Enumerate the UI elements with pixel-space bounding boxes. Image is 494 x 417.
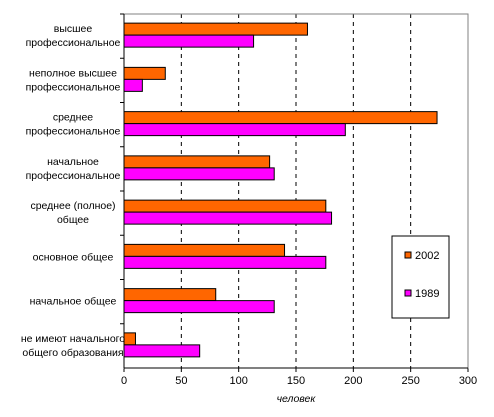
bar-1989: [123, 255, 327, 269]
legend-label-1989: 1989: [415, 288, 439, 300]
bar-1989: [123, 211, 333, 225]
category-label: начальное профессиональное: [26, 156, 121, 182]
bar-1989: [123, 167, 275, 181]
legend-swatch-1989: [404, 289, 412, 297]
legend-label-2002: 2002: [415, 250, 439, 262]
legend-swatch-2002: [404, 251, 412, 259]
bar-2002: [123, 155, 271, 169]
bar-2002: [123, 288, 217, 302]
category-labels: высшее профессиональное неполное высшее про…: [21, 23, 125, 359]
bar-2002: [123, 22, 308, 36]
category-label: начальное общее: [30, 296, 117, 308]
x-tick-labels: 0 50 100 150 200 250 300: [121, 375, 477, 387]
x-tick-label: 0: [121, 375, 127, 387]
bar-1989: [123, 34, 255, 48]
x-axis-title: человек: [277, 393, 317, 405]
bar-1989: [123, 123, 346, 137]
category-label: неполное высшее профессиональное: [26, 67, 121, 93]
legend-box: [391, 235, 450, 319]
legend: 2002 1989: [391, 235, 450, 319]
bar-1989: [123, 300, 275, 314]
category-label: высшее профессиональное: [26, 23, 121, 49]
bar-2002: [123, 332, 136, 346]
axes: [120, 13, 469, 372]
bar-2002: [123, 199, 327, 213]
x-tick-label: 100: [229, 375, 247, 387]
bar-1989: [123, 344, 201, 358]
x-tick-label: 150: [287, 375, 305, 387]
x-tick-label: 200: [344, 375, 362, 387]
bar-2002: [123, 243, 286, 257]
bar-1989: [123, 78, 143, 92]
category-label: основное общее: [33, 251, 114, 263]
category-label: среднее (полное) общее: [30, 200, 115, 226]
x-tick-label: 250: [401, 375, 419, 387]
bar-2002: [123, 66, 166, 80]
bars: [123, 22, 438, 358]
category-label: среднее профессиональное: [26, 112, 121, 138]
x-tick-label: 50: [175, 375, 187, 387]
bar-2002: [123, 111, 438, 125]
x-tick-label: 300: [459, 375, 477, 387]
category-label: не имеют начального общего образования: [21, 333, 125, 359]
